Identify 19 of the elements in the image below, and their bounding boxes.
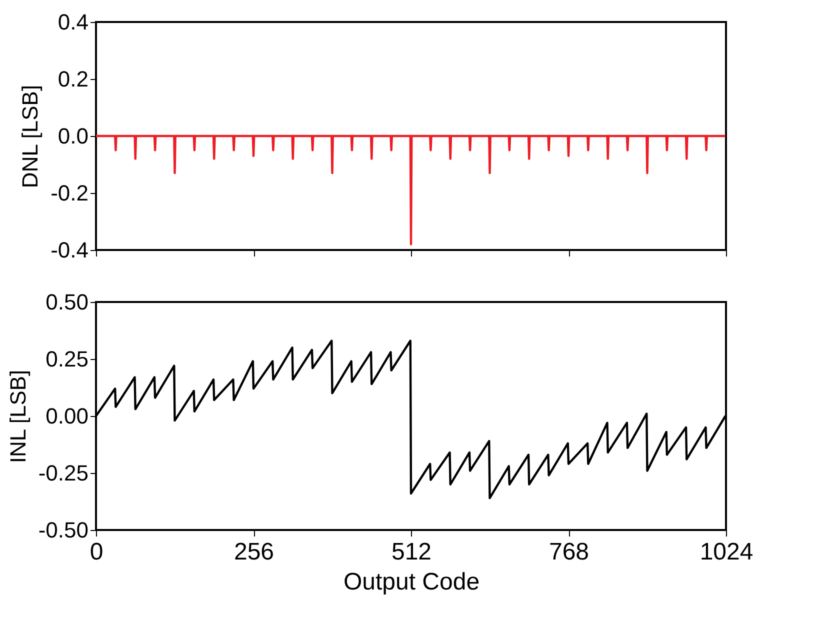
- x-tick-label: 768: [548, 538, 590, 566]
- y-axis-title: INL [LSB]: [5, 370, 30, 464]
- y-tick-label: 0.4: [58, 10, 88, 34]
- x-tick-label: 256: [234, 538, 274, 566]
- y-tick-label: 0.25: [46, 346, 88, 372]
- y-tick-label: -0.4: [50, 238, 88, 262]
- y-tick-label: 0.0: [58, 124, 88, 148]
- line-series: [94, 134, 726, 246]
- y-tick-label: 0.00: [46, 404, 88, 428]
- x-axis-title: Output Code: [343, 568, 480, 596]
- x-tick-label: 0: [90, 538, 104, 566]
- y-tick-label: -0.50: [38, 518, 88, 542]
- x-tick-label: 1024: [700, 538, 754, 566]
- y-tick-label: -0.2: [50, 180, 88, 206]
- y-tick-label: 0.2: [58, 66, 88, 92]
- y-tick-label: 0.50: [46, 290, 88, 314]
- y-axis-title: DNL [LSB]: [18, 84, 43, 188]
- x-tick-label: 512: [391, 538, 432, 566]
- y-tick-label: -0.25: [38, 460, 88, 486]
